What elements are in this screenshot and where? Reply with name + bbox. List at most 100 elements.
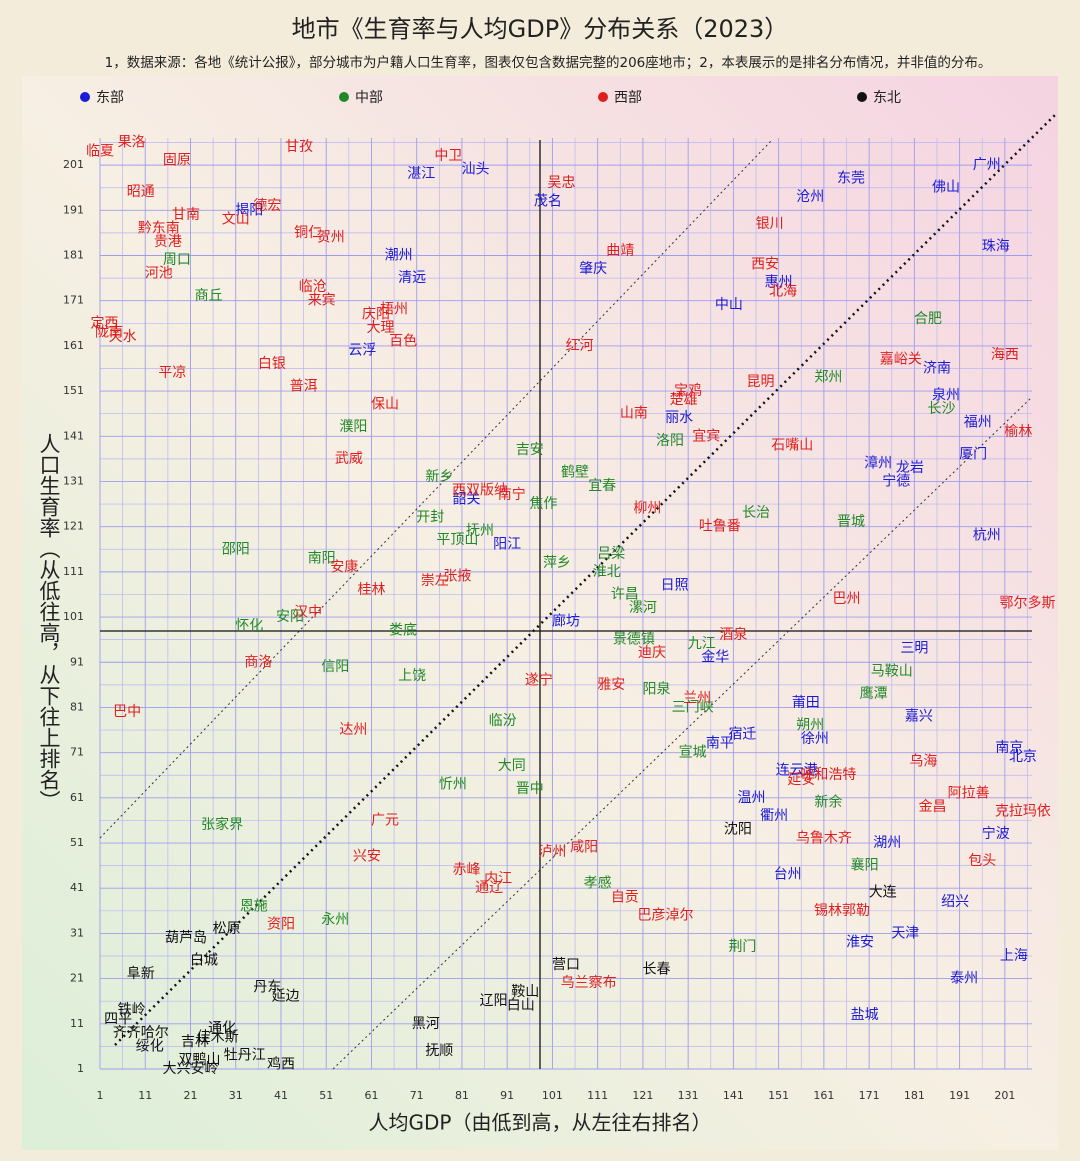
city-point: 九江: [688, 636, 716, 652]
x-tick-label: 31: [229, 1089, 243, 1102]
city-point: 上海: [1000, 948, 1028, 964]
y-tick-label: 11: [70, 1017, 84, 1030]
city-point: 西安: [751, 257, 779, 273]
city-point: 阜新: [127, 965, 155, 982]
city-point: 通化: [208, 1020, 236, 1036]
city-point: 晋城: [837, 514, 865, 530]
city-point: 济南: [923, 360, 951, 376]
city-point: 中卫: [434, 148, 462, 164]
x-tick-label: 201: [994, 1089, 1015, 1102]
city-point: 珠海: [982, 238, 1010, 254]
y-tick-label: 161: [63, 339, 84, 352]
city-point: 北京: [1009, 749, 1037, 765]
city-point: 丽水: [665, 410, 693, 426]
city-point: 楚雄: [670, 392, 698, 408]
city-point: 延边: [271, 989, 299, 1005]
city-point: 宁德: [882, 472, 910, 489]
y-tick-label: 61: [70, 791, 84, 804]
y-tick-label: 131: [63, 474, 84, 487]
city-point: 襄阳: [851, 858, 879, 874]
city-point: 徐州: [801, 731, 829, 747]
city-point: 湛江: [407, 166, 435, 182]
city-point: 佳木斯: [197, 1029, 239, 1045]
city-point: 柳州: [633, 500, 661, 517]
city-point: 新乡: [425, 469, 453, 485]
city-point: 周口: [163, 252, 191, 268]
x-tick-label: 121: [632, 1089, 653, 1102]
city-point: 大同: [498, 758, 526, 774]
city-point: 昆明: [747, 374, 775, 390]
city-point: 杭州: [973, 528, 1001, 544]
city-point: 长春: [642, 962, 670, 978]
city-point: 邵阳: [222, 541, 250, 557]
diagonal-band: [99, 139, 773, 839]
city-point: 揭阳: [235, 202, 263, 218]
city-point: 四平: [104, 1011, 132, 1027]
legend-item: 东部: [80, 90, 124, 106]
city-point: 韶关: [452, 492, 480, 508]
city-point: 马鞍山: [871, 663, 913, 679]
city-point: 金华: [701, 650, 729, 666]
city-point: 资阳: [267, 916, 295, 932]
city-point: 大连: [869, 885, 897, 901]
city-point: 双鸭山: [179, 1052, 221, 1068]
city-point: 朔州: [796, 718, 824, 734]
city-point: 佛山: [932, 180, 960, 196]
y-tick-label: 121: [63, 520, 84, 533]
city-point: 淮安: [846, 934, 874, 950]
city-point: 白山: [507, 998, 535, 1014]
city-point: 辽阳: [480, 993, 508, 1009]
legend-item: 西部: [598, 90, 642, 106]
city-point: 河池: [145, 266, 173, 282]
x-tick-label: 141: [723, 1089, 744, 1102]
city-point: 南阳: [308, 550, 336, 566]
y-tick-label: 71: [70, 746, 84, 759]
city-point: 榆林: [1004, 424, 1032, 440]
city-point: 新余: [814, 793, 842, 810]
city-point: 崇左: [421, 573, 449, 589]
city-point: 天津: [891, 925, 919, 941]
city-point: 惠州: [765, 275, 793, 291]
city-point: 贵港: [154, 234, 182, 250]
x-tick-label: 111: [587, 1089, 608, 1102]
y-tick-label: 141: [63, 429, 84, 442]
plot: 1 11 21 31 41 51 61 71 81 91 101 111 121 131 141 151 161…: [63, 90, 1058, 1102]
city-point: 连云港: [776, 763, 818, 779]
city-point: 宜宾: [692, 428, 720, 444]
x-tick-label: 171: [859, 1089, 880, 1102]
city-point: 咸阳: [570, 840, 598, 856]
city-point: 中山: [715, 297, 743, 313]
city-point: 庆阳: [362, 306, 390, 322]
city-point: 巴中: [113, 704, 141, 720]
x-tick-label: 71: [410, 1089, 424, 1102]
city-point: 南宁: [498, 486, 526, 503]
city-point: 吕梁: [597, 546, 625, 562]
city-point: 鄂尔多斯: [999, 595, 1055, 612]
city-point: 大理: [367, 320, 395, 336]
city-point: 长治: [742, 505, 770, 521]
city-point: 云浮: [348, 342, 376, 358]
city-point: 张家界: [201, 816, 243, 833]
city-point: 北海: [769, 284, 797, 300]
city-point: 广州: [973, 157, 1001, 173]
city-point: 莆田: [792, 695, 820, 711]
city-point: 宜春: [588, 478, 616, 494]
city-point: 甘南: [172, 207, 200, 223]
chart-subtitle: 1，数据来源：各地《统计公报》，部分城市为户籍人口生育率，图表仅包含数据完整的2…: [105, 54, 992, 71]
city-point: 吐鲁番: [699, 519, 741, 535]
city-point: 宿迁: [728, 726, 756, 743]
city-point: 乌兰察布: [561, 974, 617, 991]
city-point: 沧州: [796, 188, 824, 205]
y-tick-label: 1: [77, 1062, 84, 1075]
diagonal: [114, 112, 1058, 1046]
city-point: 石嘴山: [771, 437, 813, 453]
city-point: 白城: [190, 953, 218, 969]
city-point: 定西: [91, 315, 119, 331]
city-point: 果洛: [118, 135, 146, 151]
y-tick-label: 91: [70, 655, 84, 668]
city-point: 乌海: [909, 754, 937, 770]
x-tick-label: 41: [274, 1089, 288, 1102]
city-point: 锡林郭勒: [814, 902, 870, 919]
city-point: 临沧: [299, 278, 327, 295]
city-point: 武威: [335, 451, 363, 467]
